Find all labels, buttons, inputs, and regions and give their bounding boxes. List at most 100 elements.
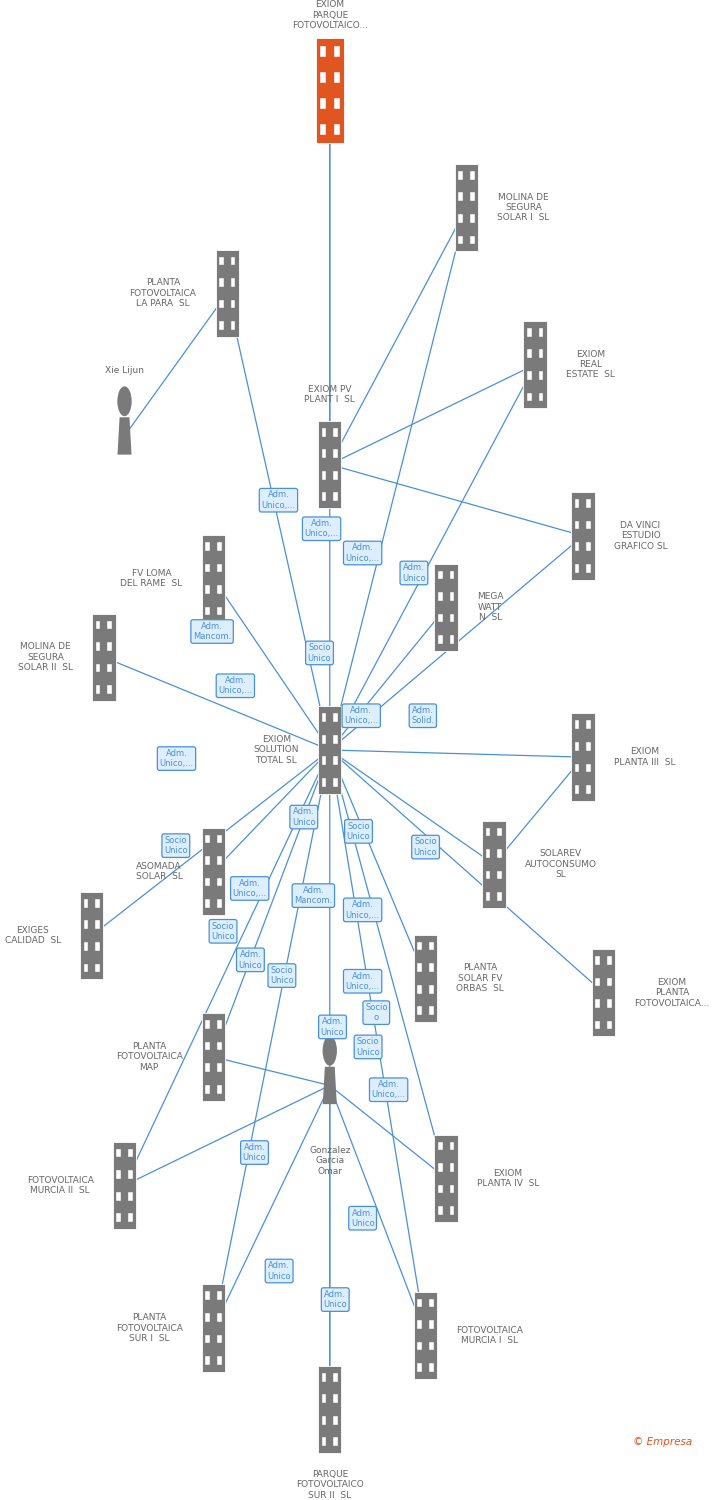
Text: Adm.
Unico,...: Adm. Unico,...	[344, 706, 379, 726]
FancyBboxPatch shape	[333, 471, 338, 480]
FancyBboxPatch shape	[587, 564, 591, 573]
FancyBboxPatch shape	[205, 1042, 210, 1050]
Text: FOTOVOLTAICA
MURCIA I  SL: FOTOVOLTAICA MURCIA I SL	[456, 1326, 523, 1346]
FancyBboxPatch shape	[84, 963, 88, 972]
FancyBboxPatch shape	[539, 328, 543, 336]
Text: Adm.
Unico,...: Adm. Unico,...	[304, 519, 339, 538]
FancyBboxPatch shape	[320, 124, 325, 135]
FancyBboxPatch shape	[92, 614, 116, 701]
FancyBboxPatch shape	[429, 1364, 434, 1372]
FancyBboxPatch shape	[527, 350, 531, 358]
Text: Adm.
Unico,...: Adm. Unico,...	[233, 879, 266, 898]
FancyBboxPatch shape	[596, 978, 600, 987]
Text: © Empresa: © Empresa	[633, 1437, 692, 1446]
FancyBboxPatch shape	[417, 1007, 422, 1016]
FancyBboxPatch shape	[205, 1335, 210, 1344]
Text: PARQUE
FOTOVOLTAICO
SUR II  SL: PARQUE FOTOVOLTAICO SUR II SL	[296, 1470, 364, 1500]
Text: Adm.
Solid.: Adm. Solid.	[411, 706, 435, 726]
Text: Adm.
Unico: Adm. Unico	[242, 1143, 266, 1162]
FancyBboxPatch shape	[438, 592, 443, 602]
Text: Adm.
Unico: Adm. Unico	[323, 1290, 347, 1310]
FancyBboxPatch shape	[333, 1372, 338, 1382]
FancyBboxPatch shape	[322, 492, 326, 501]
FancyBboxPatch shape	[217, 1292, 221, 1300]
FancyBboxPatch shape	[429, 1320, 434, 1329]
FancyBboxPatch shape	[459, 214, 463, 222]
FancyBboxPatch shape	[486, 870, 491, 879]
FancyBboxPatch shape	[429, 942, 434, 951]
FancyBboxPatch shape	[539, 350, 543, 358]
Text: EXIGES
CALIDAD  SL: EXIGES CALIDAD SL	[4, 926, 61, 945]
FancyBboxPatch shape	[417, 1364, 422, 1372]
FancyBboxPatch shape	[231, 300, 235, 309]
FancyBboxPatch shape	[96, 621, 100, 630]
FancyBboxPatch shape	[205, 564, 210, 573]
FancyBboxPatch shape	[417, 963, 422, 972]
FancyBboxPatch shape	[470, 192, 475, 201]
Text: Adm.
Unico: Adm. Unico	[321, 1017, 344, 1036]
FancyBboxPatch shape	[334, 124, 339, 135]
FancyBboxPatch shape	[108, 621, 112, 630]
FancyBboxPatch shape	[84, 942, 88, 951]
FancyBboxPatch shape	[217, 564, 221, 573]
Circle shape	[323, 1036, 337, 1065]
FancyBboxPatch shape	[113, 1142, 136, 1228]
Text: FOTOVOLTAICA
MURCIA II  SL: FOTOVOLTAICA MURCIA II SL	[27, 1176, 94, 1196]
FancyBboxPatch shape	[587, 784, 591, 794]
FancyBboxPatch shape	[116, 1170, 121, 1179]
FancyBboxPatch shape	[596, 956, 600, 964]
FancyBboxPatch shape	[607, 999, 612, 1008]
FancyBboxPatch shape	[450, 1185, 454, 1194]
Text: Adm.
Unico,...: Adm. Unico,...	[346, 900, 380, 920]
FancyBboxPatch shape	[450, 570, 454, 579]
FancyBboxPatch shape	[322, 427, 326, 436]
Text: EXIOM
PARQUE
FOTOVOLTAICO...: EXIOM PARQUE FOTOVOLTAICO...	[292, 0, 368, 30]
FancyBboxPatch shape	[417, 1341, 422, 1350]
FancyBboxPatch shape	[108, 642, 112, 651]
FancyBboxPatch shape	[497, 892, 502, 902]
FancyBboxPatch shape	[486, 849, 491, 858]
FancyBboxPatch shape	[334, 72, 339, 82]
FancyBboxPatch shape	[429, 986, 434, 993]
FancyBboxPatch shape	[417, 1320, 422, 1329]
Circle shape	[117, 387, 132, 416]
FancyBboxPatch shape	[322, 778, 326, 786]
Text: DA VINCI
ESTUDIO
GRAFICO SL: DA VINCI ESTUDIO GRAFICO SL	[614, 520, 668, 550]
FancyBboxPatch shape	[217, 1335, 221, 1344]
FancyBboxPatch shape	[571, 492, 595, 579]
FancyBboxPatch shape	[128, 1149, 132, 1158]
Text: Adm.
Unico,...: Adm. Unico,...	[346, 543, 380, 562]
FancyBboxPatch shape	[333, 1416, 338, 1425]
FancyBboxPatch shape	[497, 828, 502, 836]
FancyBboxPatch shape	[435, 1134, 458, 1222]
FancyBboxPatch shape	[108, 663, 112, 672]
FancyBboxPatch shape	[527, 328, 531, 336]
Text: Adm.
Unico,...: Adm. Unico,...	[346, 972, 380, 992]
FancyBboxPatch shape	[333, 756, 338, 765]
Text: MOLINA DE
SEGURA
SOLAR I  SL: MOLINA DE SEGURA SOLAR I SL	[497, 192, 550, 222]
FancyBboxPatch shape	[333, 450, 338, 458]
FancyBboxPatch shape	[231, 256, 235, 265]
Text: Adm.
Unico: Adm. Unico	[292, 807, 315, 826]
FancyBboxPatch shape	[438, 1162, 443, 1172]
FancyBboxPatch shape	[429, 1341, 434, 1350]
FancyBboxPatch shape	[322, 1372, 326, 1382]
FancyBboxPatch shape	[417, 1299, 422, 1308]
Text: Xie Lijun: Xie Lijun	[105, 366, 144, 375]
FancyBboxPatch shape	[450, 1142, 454, 1150]
FancyBboxPatch shape	[607, 978, 612, 987]
FancyBboxPatch shape	[215, 249, 239, 338]
FancyBboxPatch shape	[322, 1437, 326, 1446]
FancyBboxPatch shape	[202, 1013, 225, 1101]
FancyBboxPatch shape	[429, 963, 434, 972]
FancyBboxPatch shape	[217, 542, 221, 550]
FancyBboxPatch shape	[96, 686, 100, 694]
Text: PLANTA
FOTOVOLTAICA
LA PARA  SL: PLANTA FOTOVOLTAICA LA PARA SL	[130, 279, 197, 308]
FancyBboxPatch shape	[322, 1416, 326, 1425]
FancyBboxPatch shape	[128, 1214, 132, 1222]
Text: PLANTA
FOTOVOLTAICA
MAP: PLANTA FOTOVOLTAICA MAP	[116, 1042, 183, 1072]
FancyBboxPatch shape	[80, 892, 103, 980]
FancyBboxPatch shape	[497, 849, 502, 858]
FancyBboxPatch shape	[108, 686, 112, 694]
Text: Adm.
Unico,...: Adm. Unico,...	[218, 676, 253, 696]
